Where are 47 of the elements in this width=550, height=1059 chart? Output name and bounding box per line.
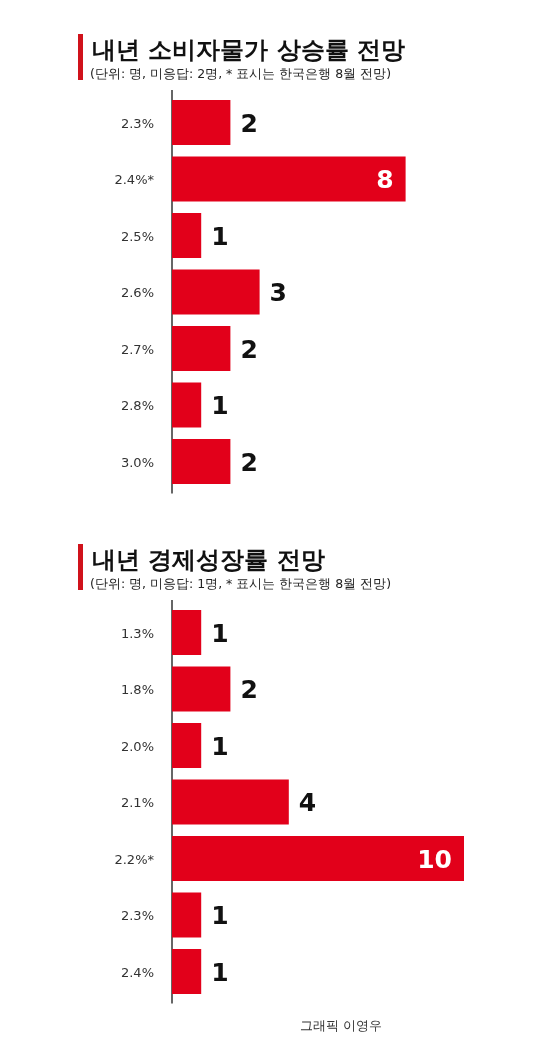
y-tick-label: 2.0% [120, 738, 154, 754]
y-tick-label: 2.5% [120, 228, 154, 244]
y-tick-label: 1.3% [120, 625, 154, 641]
text: 그래픽 이영우 [300, 1018, 383, 1033]
data-label: 1 [211, 618, 229, 648]
y-tick-label: 2.6% [120, 285, 154, 300]
data-label: 2 [240, 447, 258, 477]
bar [172, 156, 406, 202]
bar [172, 892, 202, 938]
chart-title: 내년 소비자물가 상승률 전망 [92, 36, 406, 64]
data-label: 8 [376, 165, 394, 194]
y-tick-label: 2.4%* [114, 172, 155, 187]
bar [172, 439, 231, 484]
bar [172, 949, 202, 994]
chart-subtitle: (단위: 명, 미응답: 2명, * 표시는 한국은행 8월 전망) [90, 66, 392, 81]
y-tick-label: 1.8% [120, 682, 154, 697]
bar [172, 779, 289, 825]
data-label: 1 [211, 391, 229, 420]
y-tick-label: 2.4% [120, 964, 154, 980]
data-label: 1 [211, 731, 229, 761]
data-label: 4 [298, 788, 317, 817]
y-tick-label: 2.3% [120, 908, 154, 923]
y-tick-label: 2.3% [120, 115, 154, 131]
bar [172, 269, 260, 315]
data-label: 3 [269, 278, 288, 307]
y-tick-label: 2.8% [120, 398, 154, 413]
bar [172, 666, 231, 712]
data-label: 10 [417, 844, 452, 874]
bar [172, 100, 231, 145]
chart-title: 내년 경제성장률 전망 [92, 546, 325, 574]
data-label: 1 [211, 957, 229, 987]
data-label: 2 [240, 334, 258, 364]
y-tick-label: 2.1% [120, 795, 154, 810]
data-label: 1 [211, 901, 229, 930]
y-tick-label: 2.7% [120, 341, 154, 357]
data-label: 2 [240, 108, 258, 138]
bar [172, 382, 202, 428]
chart-subtitle: (단위: 명, 미응답: 1명, * 표시는 한국은행 8월 전망) [90, 576, 392, 591]
bar [172, 836, 464, 881]
bar [172, 723, 202, 768]
y-tick-label: 2.2%* [114, 851, 155, 867]
bar [172, 326, 231, 371]
bar [172, 610, 202, 655]
bar [172, 213, 202, 258]
data-label: 2 [240, 675, 258, 704]
data-label: 1 [211, 221, 229, 251]
y-tick-label: 3.0% [120, 454, 154, 470]
